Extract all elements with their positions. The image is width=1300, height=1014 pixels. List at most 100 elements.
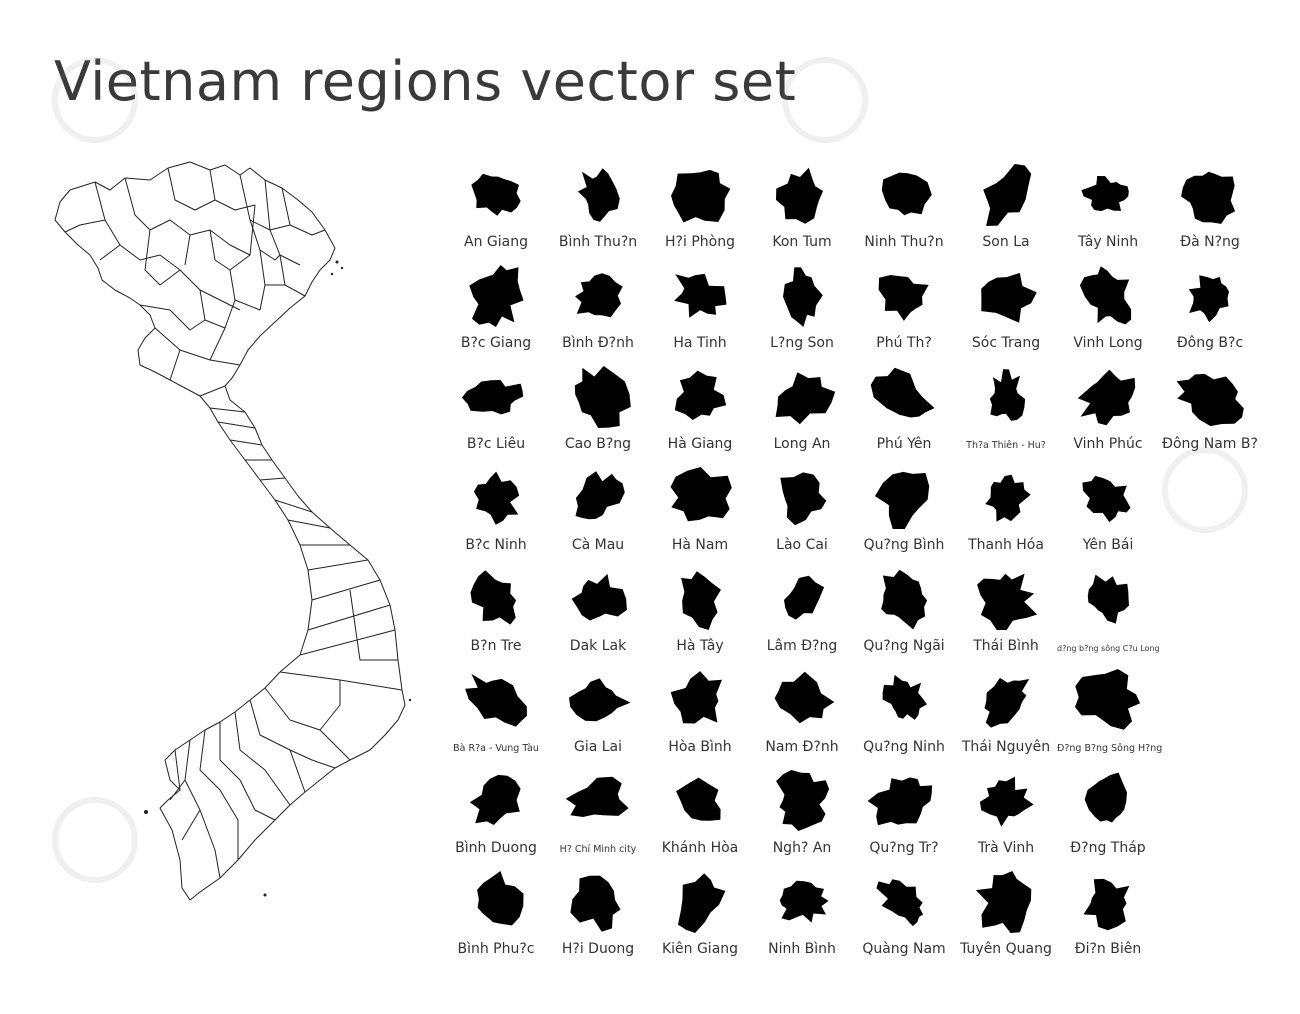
region-label: Ði?n Biên (1074, 941, 1142, 957)
region-item: B?c Liêu (445, 362, 547, 463)
region-label: Qu?ng Ninh (863, 739, 945, 755)
region-label: Qu?ng Tr? (869, 840, 939, 856)
region-item: H?i Duong (547, 867, 649, 968)
region-label: Qu?ng Ngãi (863, 638, 945, 654)
region-shape (575, 273, 623, 318)
region-shape (984, 677, 1030, 728)
region-item: Qu?ng Tr? (853, 766, 955, 867)
region-shape (1087, 574, 1129, 624)
region-shape (977, 573, 1038, 630)
region-shape (875, 471, 930, 529)
region-shape (470, 570, 517, 625)
region-label: Trà Vinh (977, 840, 1035, 856)
region-shape (878, 275, 929, 321)
region-item: Bình Thu?n (547, 160, 649, 261)
region-item: Ha Tinh (649, 261, 751, 362)
region-item: Qu?ng Ninh (853, 665, 955, 766)
region-label: Thái Nguyên (961, 739, 1051, 755)
region-label: B?n Tre (470, 638, 522, 654)
region-shape (981, 272, 1037, 323)
region-item: Qu?ng Ngãi (853, 564, 955, 665)
region-label: Phú Th? (876, 335, 932, 351)
region-shape (477, 871, 524, 926)
region-empty-slot (1159, 665, 1261, 766)
region-label: Bà R?a - Vung Tàu (453, 743, 539, 754)
region-shape (979, 776, 1034, 827)
region-label: Yên Bái (1082, 537, 1134, 553)
region-label: Quàng Nam (862, 941, 946, 957)
region-item: Th?a Thiên - Hu? (955, 362, 1057, 463)
region-shape (881, 172, 932, 216)
region-item: Kiên Giang (649, 867, 751, 968)
region-label: Bình Ð?nh (562, 335, 634, 351)
region-label: Hòa Bình (668, 739, 732, 755)
region-item: Bà R?a - Vung Tàu (445, 665, 547, 766)
region-label: Ðông B?c (1176, 335, 1244, 351)
region-item: Bình Phu?c (445, 867, 547, 968)
region-label: Vinh Long (1073, 335, 1143, 351)
region-shape (674, 370, 727, 420)
region-label: Gia Lai (573, 739, 623, 755)
region-shape (780, 472, 827, 526)
vietnam-outline-map (54, 161, 412, 901)
region-shape (975, 871, 1032, 933)
region-shape (1176, 373, 1244, 427)
region-label: Ð?ng Tháp (1070, 840, 1146, 856)
region-shape (1084, 772, 1127, 823)
region-item: Yên Bái (1057, 463, 1159, 564)
region-shape (1081, 176, 1129, 212)
region-shape (570, 875, 621, 932)
regions-grid: An Giang Bình Thu?n H?i Phòng Kon Tum Ninh T… (445, 160, 1265, 965)
region-item: Bình Duong (445, 766, 547, 867)
region-item: Vinh Phúc (1057, 362, 1159, 463)
region-item: Thái Bình (955, 564, 1057, 665)
region-label: Phú Yên (876, 436, 932, 452)
region-item: B?n Tre (445, 564, 547, 665)
region-label: Kon Tum (772, 234, 832, 250)
region-label: Hà Nam (671, 537, 729, 553)
region-item: Thái Nguyên (955, 665, 1057, 766)
region-item: Nam Ð?nh (751, 665, 853, 766)
region-item: An Giang (445, 160, 547, 261)
region-item: Hà Nam (649, 463, 751, 564)
region-shape (469, 265, 524, 327)
region-label: H? Chí Minh city (559, 844, 637, 855)
region-label: Ninh Bình (768, 941, 836, 957)
region-label: Ðông Nam B? (1162, 436, 1258, 452)
region-item: Vinh Long (1057, 261, 1159, 362)
region-shape (577, 168, 620, 222)
region-item: Cà Mau (547, 463, 649, 564)
region-shape (775, 372, 836, 425)
region-label: Qu?ng Bình (863, 537, 945, 553)
region-item: Tây Ninh (1057, 160, 1159, 261)
region-label: H?i Duong (561, 941, 635, 957)
region-shape (776, 167, 824, 224)
region-label: Tây Ninh (1077, 234, 1139, 250)
region-label: Hà Tây (676, 638, 724, 654)
region-shape (575, 471, 625, 520)
region-empty-slot (1159, 867, 1261, 968)
region-shape (989, 369, 1026, 421)
region-label: An Giang (464, 234, 528, 250)
region-shape (774, 671, 835, 724)
region-label: Dak Lak (569, 638, 627, 654)
region-item: Cao B?ng (547, 362, 649, 463)
region-item: Ð?ng Tháp (1057, 766, 1159, 867)
region-shape (465, 673, 527, 727)
region-label: Khánh Hòa (661, 840, 739, 856)
region-label: Tuyên Quang (960, 941, 1052, 957)
region-item: Sóc Trang (955, 261, 1057, 362)
region-label: Bình Duong (455, 840, 537, 856)
region-shape (784, 575, 825, 620)
region-shape (671, 169, 731, 223)
region-label: Son La (982, 234, 1030, 250)
region-shape (870, 367, 935, 418)
region-label: B?c Giang (460, 335, 532, 351)
region-shape (876, 879, 924, 927)
region-item: Ngh? An (751, 766, 853, 867)
region-item: Ninh Bình (751, 867, 853, 968)
region-shape (471, 173, 521, 216)
region-label: Ð?ng B?ng Sông H?ng (1057, 743, 1163, 754)
region-empty-slot (1159, 463, 1261, 564)
region-label: Bình Phu?c (457, 941, 535, 957)
